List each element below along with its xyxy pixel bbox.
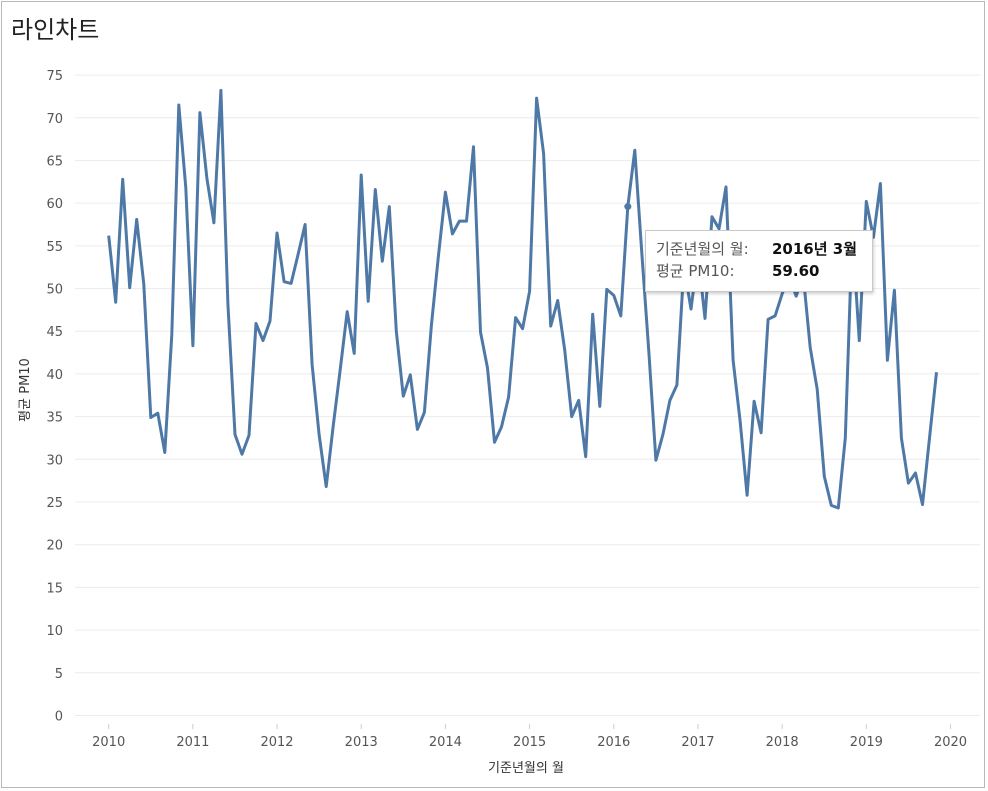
y-tick-label: 65	[46, 154, 63, 169]
y-tick-label: 5	[55, 667, 63, 682]
x-tick-label: 2010	[92, 735, 125, 750]
x-tick-label: 2018	[766, 735, 799, 750]
y-tick-label: 0	[55, 709, 63, 724]
tooltip-month-value: 2016년 3월	[772, 240, 858, 258]
grid-lines	[75, 74, 980, 716]
y-tick-label: 20	[46, 539, 63, 554]
y-tick-label: 75	[46, 69, 63, 84]
x-tick-label: 2020	[934, 735, 967, 750]
x-tick-label: 2014	[429, 735, 462, 750]
y-tick-label: 40	[46, 368, 63, 383]
series-line-pm10	[107, 88, 938, 510]
highlighted-point	[624, 203, 632, 211]
x-tick-label: 2011	[176, 735, 209, 750]
y-tick-label: 15	[46, 581, 63, 596]
y-tick-label: 30	[46, 453, 63, 468]
y-axis-label: 평균 PM10	[18, 358, 33, 422]
tooltip-pm10-value: 59.60	[772, 262, 820, 280]
y-tick-labels: 0 5 10 15 20 25 30 35 40 45 50 55 60 65 70 75	[46, 69, 63, 724]
x-tick-label: 2019	[850, 735, 883, 750]
tooltip-row-month: 기준년월의 월: 2016년 3월	[656, 238, 862, 260]
y-tick-label: 35	[46, 411, 63, 426]
x-tick-labels: 2010 2011 2012 2013 2014 2015 2016 2017 2018 2019…	[92, 724, 967, 750]
y-tick-label: 55	[46, 240, 63, 255]
x-tick-label: 2017	[681, 735, 714, 750]
chart-title: 라인차트	[11, 16, 100, 44]
y-tick-label: 50	[46, 283, 63, 298]
tooltip-month-label: 기준년월의 월:	[656, 240, 749, 258]
x-tick-label: 2015	[513, 735, 546, 750]
x-tick-label: 2016	[597, 735, 630, 750]
y-tick-label: 70	[46, 112, 63, 127]
tooltip-row-pm10: 평균 PM10: 59.60	[656, 260, 862, 282]
tooltip-pm10-label: 평균 PM10:	[656, 262, 735, 280]
y-tick-label: 45	[46, 325, 63, 340]
x-tick-label: 2013	[345, 735, 378, 750]
hover-tooltip: 기준년월의 월: 2016년 3월 평균 PM10: 59.60	[645, 230, 873, 292]
y-tick-label: 25	[46, 496, 63, 511]
x-tick-label: 2012	[260, 735, 293, 750]
y-tick-label: 60	[46, 197, 63, 212]
y-tick-label: 10	[46, 624, 63, 639]
x-axis-label: 기준년월의 월	[488, 761, 564, 776]
